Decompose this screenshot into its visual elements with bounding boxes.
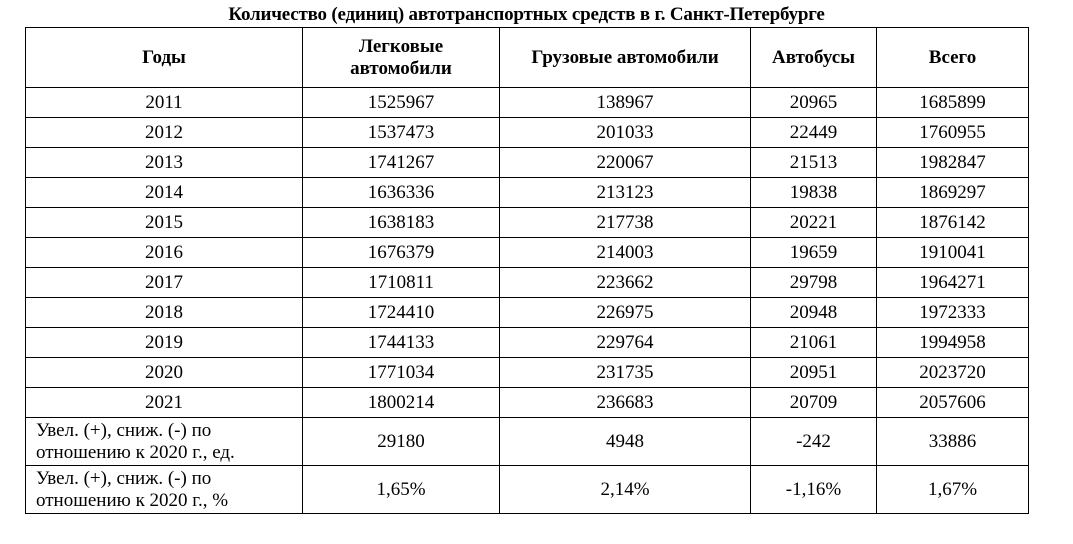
summary-row-units: Увел. (+), сниж. (-) по отношению к 2020 … <box>25 417 1029 466</box>
cell-cars: 1800214 <box>302 387 500 418</box>
cell-trucks: 223662 <box>499 267 751 298</box>
cell-total: 1910041 <box>876 237 1029 268</box>
header-trucks: Грузовые автомобили <box>499 27 751 88</box>
cell-trucks: 217738 <box>499 207 751 238</box>
header-total: Всего <box>876 27 1029 88</box>
cell-cars: 1676379 <box>302 237 500 268</box>
cell-total: 1964271 <box>876 267 1029 298</box>
cell-year: 2017 <box>25 267 303 298</box>
header-cars: Легковые автомобили <box>302 27 500 88</box>
cell-trucks: 213123 <box>499 177 751 208</box>
summary-label: Увел. (+), сниж. (-) по отношению к 2020 … <box>25 417 303 466</box>
cell-year: 2012 <box>25 117 303 148</box>
cell-year: 2013 <box>25 147 303 178</box>
cell-trucks: 214003 <box>499 237 751 268</box>
cell-year: 2016 <box>25 237 303 268</box>
header-label: Всего <box>928 46 977 68</box>
cell-buses: 29798 <box>750 267 877 298</box>
table-row: 2020 1771034 231735 20951 2023720 <box>25 357 1029 388</box>
cell-trucks: 229764 <box>499 327 751 358</box>
summary-label-line: отношению к 2020 г., % <box>36 489 229 511</box>
header-label: Годы <box>142 46 186 68</box>
cell-total: 2057606 <box>876 387 1029 418</box>
table-row: 2016 1676379 214003 19659 1910041 <box>25 237 1029 268</box>
summary-label: Увел. (+), сниж. (-) по отношению к 2020 … <box>25 465 303 514</box>
cell-buses: 20709 <box>750 387 877 418</box>
cell-cars: 1636336 <box>302 177 500 208</box>
cell-trucks: 220067 <box>499 147 751 178</box>
table-row: 2012 1537473 201033 22449 1760955 <box>25 117 1029 148</box>
table-row: 2021 1800214 236683 20709 2057606 <box>25 387 1029 418</box>
cell-total: 1685899 <box>876 87 1029 118</box>
table-row: 2017 1710811 223662 29798 1964271 <box>25 267 1029 298</box>
cell-cars: 1744133 <box>302 327 500 358</box>
cell-buses: 20965 <box>750 87 877 118</box>
cell-trucks: 138967 <box>499 87 751 118</box>
cell-cars: 1724410 <box>302 297 500 328</box>
vehicles-table: Годы Легковые автомобили Грузовые автомоб… <box>25 27 1029 514</box>
cell-trucks: 226975 <box>499 297 751 328</box>
cell-buses: 22449 <box>750 117 877 148</box>
cell-total: 1876142 <box>876 207 1029 238</box>
cell-trucks: 231735 <box>499 357 751 388</box>
cell-total: 33886 <box>876 417 1029 466</box>
cell-buses: 20948 <box>750 297 877 328</box>
cell-cars: 1,65% <box>302 465 500 514</box>
table-row: 2019 1744133 229764 21061 1994958 <box>25 327 1029 358</box>
table-row: 2014 1636336 213123 19838 1869297 <box>25 177 1029 208</box>
table-row: 2013 1741267 220067 21513 1982847 <box>25 147 1029 178</box>
cell-cars: 29180 <box>302 417 500 466</box>
cell-cars: 1710811 <box>302 267 500 298</box>
cell-year: 2018 <box>25 297 303 328</box>
cell-trucks: 236683 <box>499 387 751 418</box>
cell-cars: 1537473 <box>302 117 500 148</box>
header-label: Легковые <box>358 35 444 57</box>
cell-year: 2021 <box>25 387 303 418</box>
cell-buses: 20951 <box>750 357 877 388</box>
summary-row-percent: Увел. (+), сниж. (-) по отношению к 2020 … <box>25 465 1029 514</box>
header-years: Годы <box>25 27 303 88</box>
cell-buses: -242 <box>750 417 877 466</box>
cell-trucks: 4948 <box>499 417 751 466</box>
table-caption: Количество (единиц) автотранспортных сре… <box>228 4 825 25</box>
cell-trucks: 2,14% <box>499 465 751 514</box>
cell-cars: 1525967 <box>302 87 500 118</box>
cell-buses: -1,16% <box>750 465 877 514</box>
cell-year: 2011 <box>25 87 303 118</box>
cell-year: 2020 <box>25 357 303 388</box>
header-buses: Автобусы <box>750 27 877 88</box>
cell-total: 1,67% <box>876 465 1029 514</box>
header-label: Автобусы <box>771 46 856 68</box>
cell-cars: 1741267 <box>302 147 500 178</box>
cell-total: 1869297 <box>876 177 1029 208</box>
summary-label-line: Увел. (+), сниж. (-) по <box>36 467 212 489</box>
cell-buses: 20221 <box>750 207 877 238</box>
cell-buses: 21061 <box>750 327 877 358</box>
cell-total: 1982847 <box>876 147 1029 178</box>
cell-cars: 1638183 <box>302 207 500 238</box>
cell-year: 2019 <box>25 327 303 358</box>
table-row: 2018 1724410 226975 20948 1972333 <box>25 297 1029 328</box>
table-row: 2011 1525967 138967 20965 1685899 <box>25 87 1029 118</box>
table-row: 2015 1638183 217738 20221 1876142 <box>25 207 1029 238</box>
cell-year: 2014 <box>25 177 303 208</box>
summary-label-line: отношению к 2020 г., ед. <box>36 441 235 463</box>
cell-cars: 1771034 <box>302 357 500 388</box>
header-label: автомобили <box>350 57 452 79</box>
cell-buses: 21513 <box>750 147 877 178</box>
cell-total: 1994958 <box>876 327 1029 358</box>
header-label: Грузовые автомобили <box>531 46 719 68</box>
cell-trucks: 201033 <box>499 117 751 148</box>
cell-total: 1760955 <box>876 117 1029 148</box>
cell-total: 1972333 <box>876 297 1029 328</box>
cell-buses: 19838 <box>750 177 877 208</box>
cell-buses: 19659 <box>750 237 877 268</box>
cell-year: 2015 <box>25 207 303 238</box>
summary-label-line: Увел. (+), сниж. (-) по <box>36 419 212 441</box>
cell-total: 2023720 <box>876 357 1029 388</box>
header-row: Годы Легковые автомобили Грузовые автомоб… <box>25 27 1029 88</box>
